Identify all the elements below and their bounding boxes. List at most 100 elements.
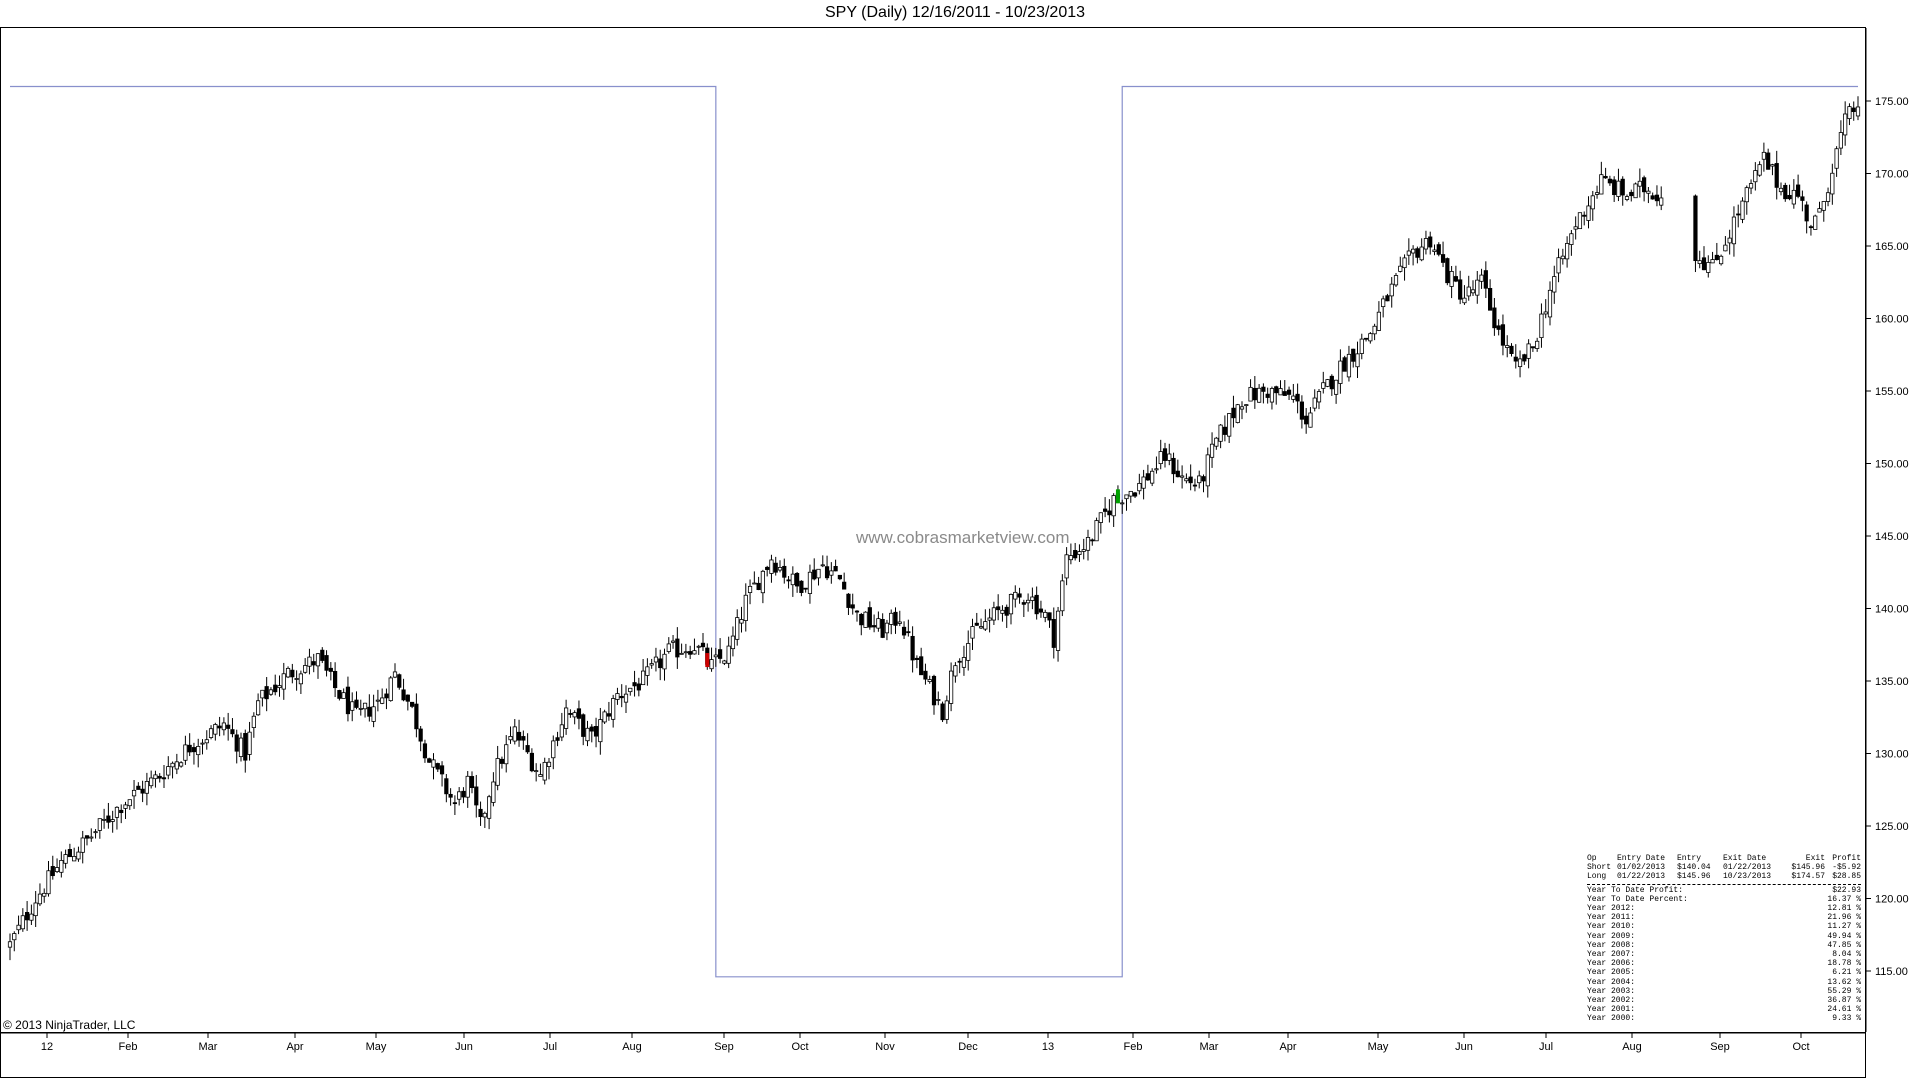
equity-line [10,85,1858,978]
candle [812,558,817,581]
candle-body [632,682,637,687]
candle [1539,303,1544,348]
candle-body [1449,271,1454,287]
candle-body [1646,190,1651,194]
candle-body [127,799,132,807]
candle [418,725,423,752]
candle-body [1838,132,1843,149]
candle-body [281,673,286,690]
candle-body [1633,183,1638,199]
candle [1325,378,1330,388]
trade-cell: Short [1587,863,1612,873]
candle-body [1381,298,1386,308]
candle [859,612,864,636]
candle-body [696,645,701,648]
candle-body [756,582,761,591]
candle [1496,319,1501,336]
candle-body [1081,549,1086,552]
candle-body [1731,216,1737,245]
candle [949,662,954,712]
stat-label: Year 2006: [1587,959,1636,969]
candle-body [662,653,667,670]
candle-body [628,687,633,693]
price-tick-label: 170.00 [1875,169,1909,181]
candle [1128,490,1133,503]
candle-body [1376,311,1381,331]
candle-body [1132,492,1138,497]
candle [1590,190,1595,221]
stat-value: 16.37 % [1827,894,1861,904]
candle [1205,447,1210,498]
candle [1231,395,1236,428]
candle-body [538,774,543,777]
stat-label: Year 2003: [1587,986,1636,996]
candle-body [1107,510,1112,516]
candle-body [551,740,556,759]
candle [1522,353,1527,365]
candle-body [1796,184,1801,197]
candle-body [1582,214,1587,217]
time-tick-label: Aug [622,1041,642,1053]
candle [380,688,385,705]
candle [1509,343,1514,357]
candle [1492,298,1497,336]
candle [328,662,333,681]
candle [59,851,64,878]
chart-title: SPY (Daily) 12/16/2011 - 10/23/2013 [824,4,1086,21]
time-axis-area[interactable] [0,1033,1866,1078]
candle-body [906,631,911,634]
candle-body [89,836,94,839]
candle [529,748,534,773]
candle-body [350,701,355,711]
candle-body [1222,426,1227,435]
candle [1727,229,1732,255]
candle-body [354,699,359,708]
candle [204,730,209,750]
candle [337,689,342,701]
candle [1423,230,1429,255]
candle [354,691,359,710]
candle-body [1235,404,1240,423]
candle-body [1470,289,1476,294]
candle-body [1560,255,1565,260]
candle [1334,379,1339,404]
candle-body [606,713,611,717]
candle [414,693,419,738]
candle [658,649,663,681]
candle-body [1603,175,1608,179]
candle-body [136,785,141,790]
candle-body [525,745,530,753]
candle-body [16,924,21,931]
candle-body [867,607,872,628]
candle [931,674,937,715]
candle-body [1834,148,1839,169]
candle-body [1402,257,1407,269]
time-tick-label: Nov [875,1041,895,1053]
candle [662,648,667,681]
candle [1453,265,1458,283]
candle-body [1244,404,1249,407]
price-tick-label: 140.00 [1875,604,1909,616]
stat-label: Year 2012: [1587,904,1636,914]
candle-body [816,568,821,579]
candle [1312,389,1317,412]
candle-body [444,778,449,795]
candle-body [1440,254,1446,263]
candle [799,580,804,597]
candle-body [726,645,731,664]
candle [478,801,483,826]
candle-body [1346,353,1352,378]
time-tick-label: Feb [1124,1041,1143,1053]
candle-body [1145,473,1150,481]
candle-body [230,729,235,735]
candle-body [392,671,398,678]
candle [487,794,492,830]
candle-body [927,679,932,683]
candle [1068,543,1073,565]
candle [1060,574,1065,617]
candle [273,674,278,696]
candle [1821,200,1826,222]
candle [200,739,205,755]
candle-body [277,685,282,689]
